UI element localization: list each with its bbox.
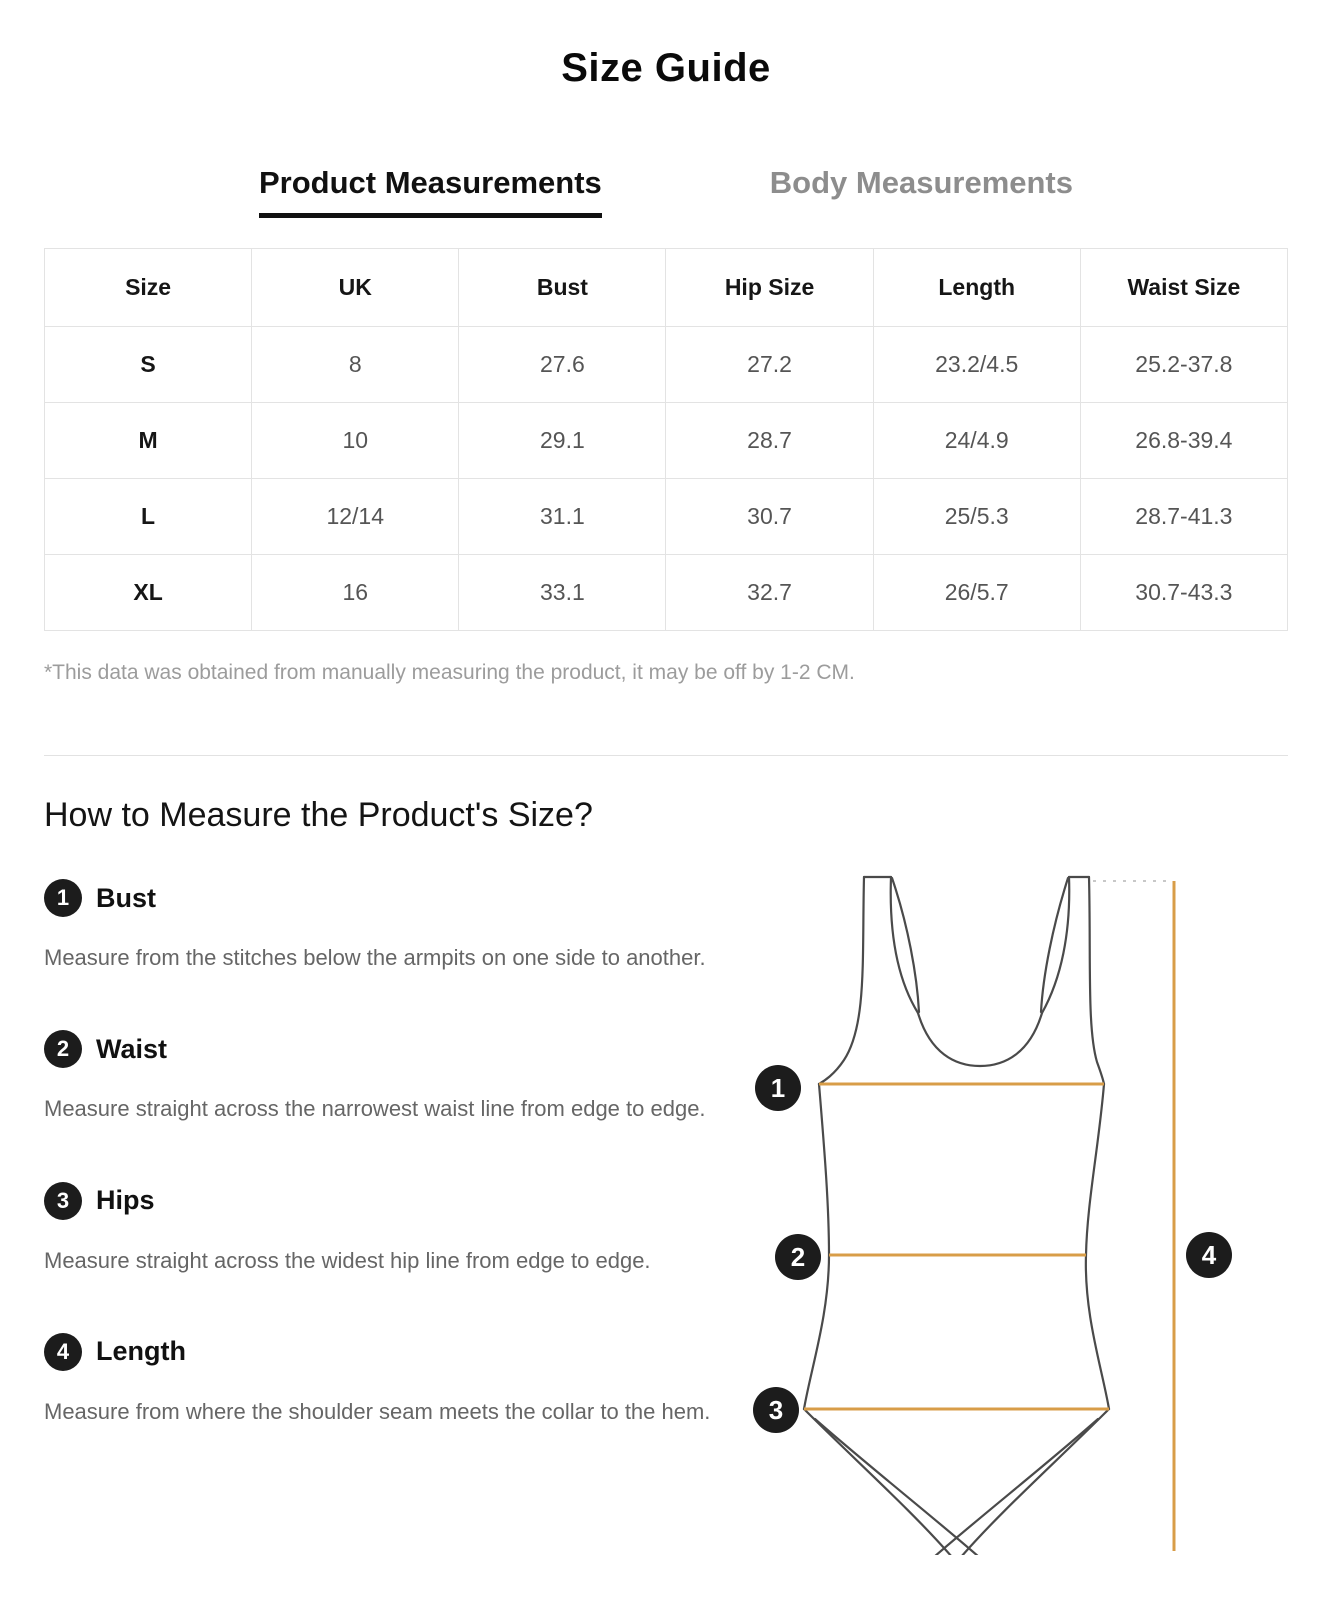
step-2-badge-icon: 2 (44, 1030, 82, 1069)
page-title: Size Guide (561, 46, 771, 90)
col-header-bust: Bust (458, 248, 667, 327)
table-row: M 10 29.1 28.7 24/4.9 26.8-39.4 (43, 402, 1289, 479)
cell-uk: 8 (251, 326, 460, 403)
measurement-steps: 1 Bust Measure from the stitches below t… (44, 863, 716, 1560)
step-waist: 2 Waist Measure straight across the narr… (44, 1030, 716, 1123)
diagram-badge-3 (753, 1387, 799, 1433)
step-4-badge-icon: 4 (44, 1332, 82, 1371)
measure-lines (804, 881, 1176, 1551)
step-bust: 1 Bust Measure from the stitches below t… (44, 879, 716, 972)
measurement-disclaimer: *This data was obtained from manually me… (44, 661, 855, 684)
swimsuit-diagram-icon: 1 2 3 4 (753, 875, 1232, 1559)
table-header-row: Size UK Bust Hip Size Length Waist Size (43, 248, 1289, 327)
step-description: Measure from where the shoulder seam mee… (44, 1398, 711, 1424)
step-title: Hips (96, 1185, 155, 1215)
table-row: XL 16 33.1 32.7 26/5.7 30.7-43.3 (43, 554, 1289, 631)
table-row: L 12/14 31.1 30.7 25/5.3 28.7-41.3 (43, 478, 1289, 555)
cell-waist: 30.7-43.3 (1079, 554, 1289, 631)
measurement-diagram: 1 2 3 4 (716, 863, 1288, 1560)
section-divider (44, 755, 1288, 756)
step-title: Bust (96, 882, 156, 913)
cell-uk: 10 (251, 402, 460, 479)
cell-bust: 29.1 (458, 402, 667, 479)
tab-body-measurements[interactable]: Body Measurements (769, 165, 1074, 200)
cell-hip: 30.7 (665, 478, 874, 555)
cell-waist: 25.2-37.8 (1079, 326, 1289, 403)
col-header-length: Length (872, 248, 1081, 327)
cell-uk: 12/14 (251, 478, 460, 555)
size-table: Size UK Bust Hip Size Length Waist Size … (43, 248, 1289, 631)
cell-bust: 27.6 (458, 326, 667, 403)
swimsuit-outline (802, 875, 1111, 1559)
how-to-content: 1 Bust Measure from the stitches below t… (0, 863, 1332, 1560)
step-hips: 3 Hips Measure straight across the wides… (44, 1181, 716, 1275)
cell-waist: 28.7-41.3 (1079, 478, 1289, 555)
how-to-heading: How to Measure the Product's Size? (44, 796, 593, 834)
cell-size: S (43, 326, 253, 403)
cell-uk: 16 (251, 554, 460, 631)
diagram-badge-3-label: 3 (769, 1395, 783, 1425)
col-header-hip: Hip Size (665, 248, 874, 327)
diagram-badges: 1 2 3 4 (753, 1065, 1232, 1433)
table-row: S 8 27.6 27.2 23.2/4.5 25.2-37.8 (43, 326, 1289, 403)
step-title: Waist (96, 1033, 168, 1064)
step-1-badge-icon: 1 (44, 879, 82, 917)
diagram-badge-2-label: 2 (791, 1242, 805, 1272)
diagram-badge-4 (1186, 1232, 1232, 1278)
step-length: 4 Length Measure from where the shoulder… (44, 1332, 716, 1426)
diagram-badge-4-label: 4 (1202, 1240, 1217, 1270)
col-header-waist: Waist Size (1079, 248, 1289, 327)
tab-product-measurements[interactable]: Product Measurements (258, 165, 602, 218)
step-3-badge-icon: 3 (44, 1181, 82, 1220)
diagram-badge-1 (755, 1065, 801, 1111)
measurement-tabs: Product Measurements Body Measurements (0, 165, 1332, 218)
diagram-badge-2 (775, 1234, 821, 1280)
cell-waist: 26.8-39.4 (1079, 402, 1289, 479)
cell-length: 24/4.9 (872, 402, 1081, 479)
cell-size: XL (43, 554, 253, 631)
cell-hip: 28.7 (665, 402, 874, 479)
diagram-badge-1-label: 1 (771, 1073, 785, 1103)
cell-length: 26/5.7 (872, 554, 1081, 631)
col-header-uk: UK (251, 248, 460, 327)
cell-bust: 33.1 (458, 554, 667, 631)
cell-length: 23.2/4.5 (872, 326, 1081, 403)
cell-hip: 27.2 (665, 326, 874, 403)
step-title: Length (96, 1336, 186, 1367)
step-description: Measure from the stitches below the armp… (44, 945, 706, 970)
cell-bust: 31.1 (458, 478, 667, 555)
step-description: Measure straight across the narrowest wa… (44, 1096, 706, 1122)
step-description: Measure straight across the widest hip l… (44, 1247, 651, 1273)
cell-length: 25/5.3 (872, 478, 1081, 555)
col-header-size: Size (43, 248, 253, 327)
cell-size: M (43, 402, 253, 479)
cell-hip: 32.7 (665, 554, 874, 631)
cell-size: L (43, 478, 253, 555)
